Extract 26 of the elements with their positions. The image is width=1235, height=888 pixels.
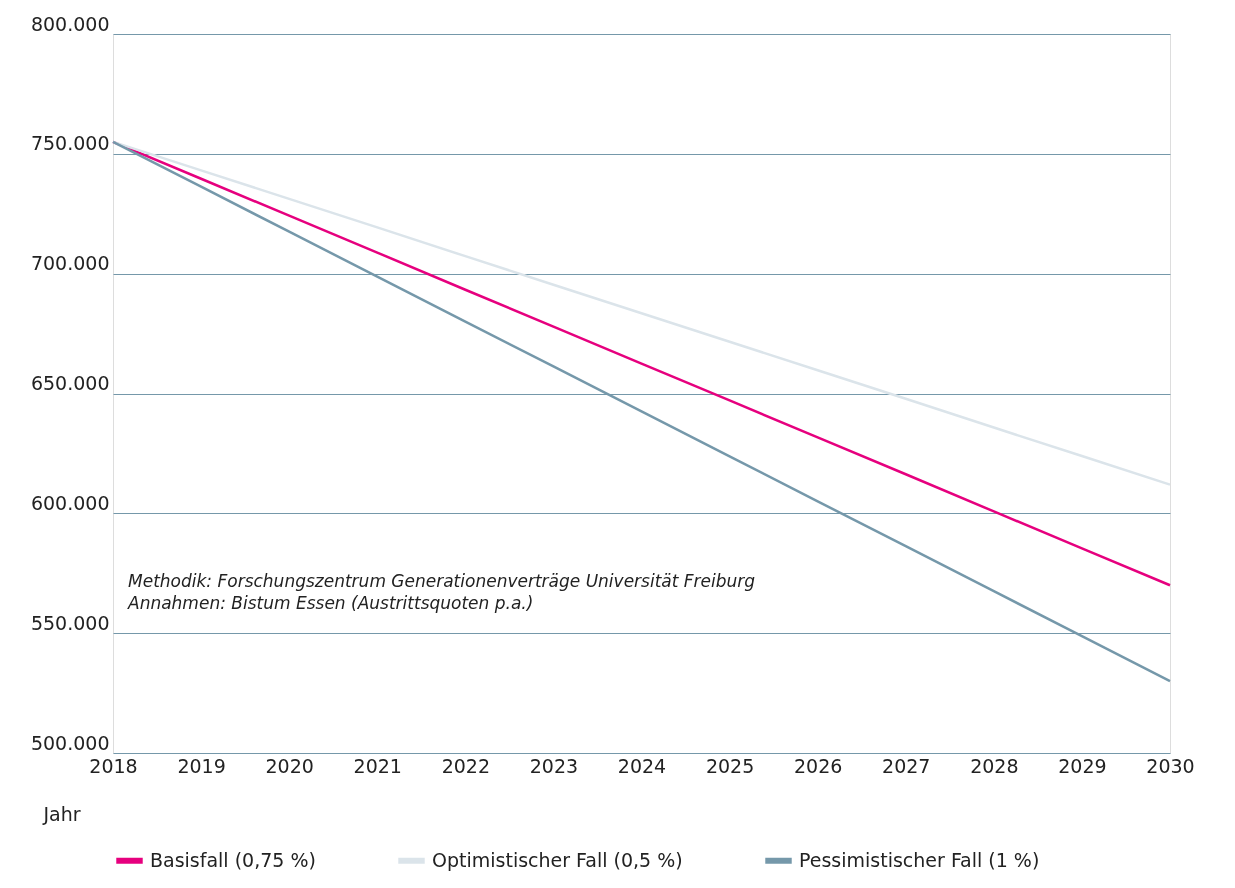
x-tick-label: 2025 bbox=[705, 754, 755, 777]
y-tick-label: 750.000 bbox=[30, 132, 110, 155]
legend-label: Optimistischer Fall (0,5 %) bbox=[432, 848, 683, 871]
legend-label: Basisfall (0,75 %) bbox=[150, 848, 316, 871]
x-tick-label: 2023 bbox=[529, 754, 579, 777]
y-tick-label: 550.000 bbox=[30, 611, 110, 634]
y-tick-label: 500.000 bbox=[30, 731, 110, 754]
legend-label: Pessimistischer Fall (1 %) bbox=[799, 848, 1040, 871]
x-tick-label: 2028 bbox=[970, 754, 1019, 777]
y-tick-label: 700.000 bbox=[30, 252, 110, 275]
x-axis-title: Jahr bbox=[42, 802, 81, 825]
annotation: Methodik: Forschungszentrum Generationenverträge Universität Freiburg bbox=[128, 571, 756, 591]
y-tick-label: 800.000 bbox=[30, 12, 110, 35]
x-tick-label: 2024 bbox=[617, 754, 667, 777]
x-tick-label: 2019 bbox=[177, 754, 226, 777]
x-tick-label: 2020 bbox=[265, 754, 314, 777]
x-tick-label: 2026 bbox=[793, 754, 843, 777]
annotation: Annahmen: Bistum Essen (Austrittsquoten p.a.) bbox=[127, 593, 534, 613]
x-tick-label: 2029 bbox=[1058, 754, 1107, 777]
x-tick-label: 2027 bbox=[882, 754, 931, 777]
x-tick-label: 2021 bbox=[353, 754, 402, 777]
x-tick-label: 2022 bbox=[441, 754, 491, 777]
y-tick-label: 650.000 bbox=[30, 372, 110, 394]
x-tick-label: 2030 bbox=[1146, 754, 1195, 777]
x-tick-label: 2018 bbox=[89, 754, 138, 777]
y-tick-label: 600.000 bbox=[30, 491, 110, 514]
